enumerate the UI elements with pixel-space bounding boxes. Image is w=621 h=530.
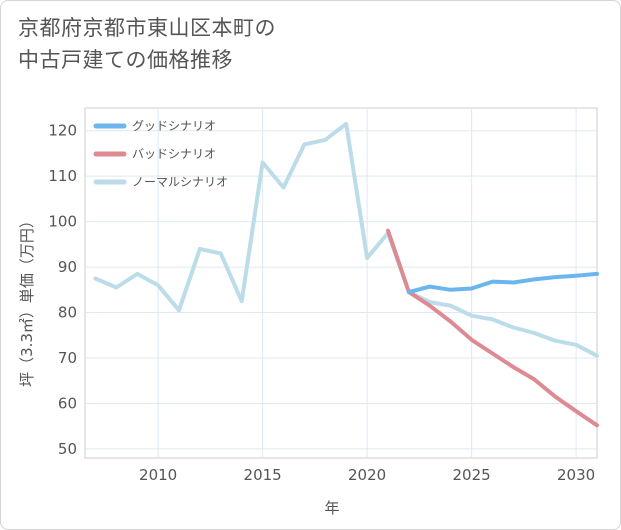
y-axis-ticks: 50 60 70 80 90 100 110 120 xyxy=(48,122,77,458)
y-axis-label: 坪（3.3㎡）単価（万円） xyxy=(18,213,36,387)
series-lines xyxy=(93,121,599,428)
chart-title-line-1: 京都府京都市東山区本町の xyxy=(18,16,276,40)
y-tick-label: 90 xyxy=(58,258,77,276)
y-tick-label: 100 xyxy=(48,213,77,231)
grid-lines xyxy=(85,108,597,458)
x-axis-ticks: 2010 2015 2020 2025 2030 xyxy=(139,466,595,484)
x-tick-label: 2020 xyxy=(348,466,386,484)
series-line-2 xyxy=(386,228,599,428)
x-tick-label: 2010 xyxy=(139,466,177,484)
y-tick-label: 80 xyxy=(58,304,77,322)
y-tick-label: 60 xyxy=(58,394,77,412)
x-axis-label: 年 xyxy=(324,499,339,517)
x-tick-label: 2030 xyxy=(557,466,595,484)
chart-title: 京都府京都市東山区本町の 中古戸建ての価格推移 xyxy=(18,12,276,76)
series-line-3 xyxy=(93,121,599,358)
x-tick-label: 2025 xyxy=(453,466,491,484)
legend-label: ノーマルシナリオ xyxy=(132,175,228,189)
x-tick-label: 2015 xyxy=(244,466,282,484)
legend-label: グッドシナリオ xyxy=(132,119,216,133)
y-tick-label: 120 xyxy=(48,122,77,140)
y-tick-label: 50 xyxy=(58,440,77,458)
series-line-1 xyxy=(406,271,599,295)
chart-title-line-2: 中古戸建ての価格推移 xyxy=(18,48,233,72)
y-tick-label: 70 xyxy=(58,349,77,367)
y-tick-label: 110 xyxy=(48,167,77,185)
legend-label: バッドシナリオ xyxy=(132,147,216,161)
